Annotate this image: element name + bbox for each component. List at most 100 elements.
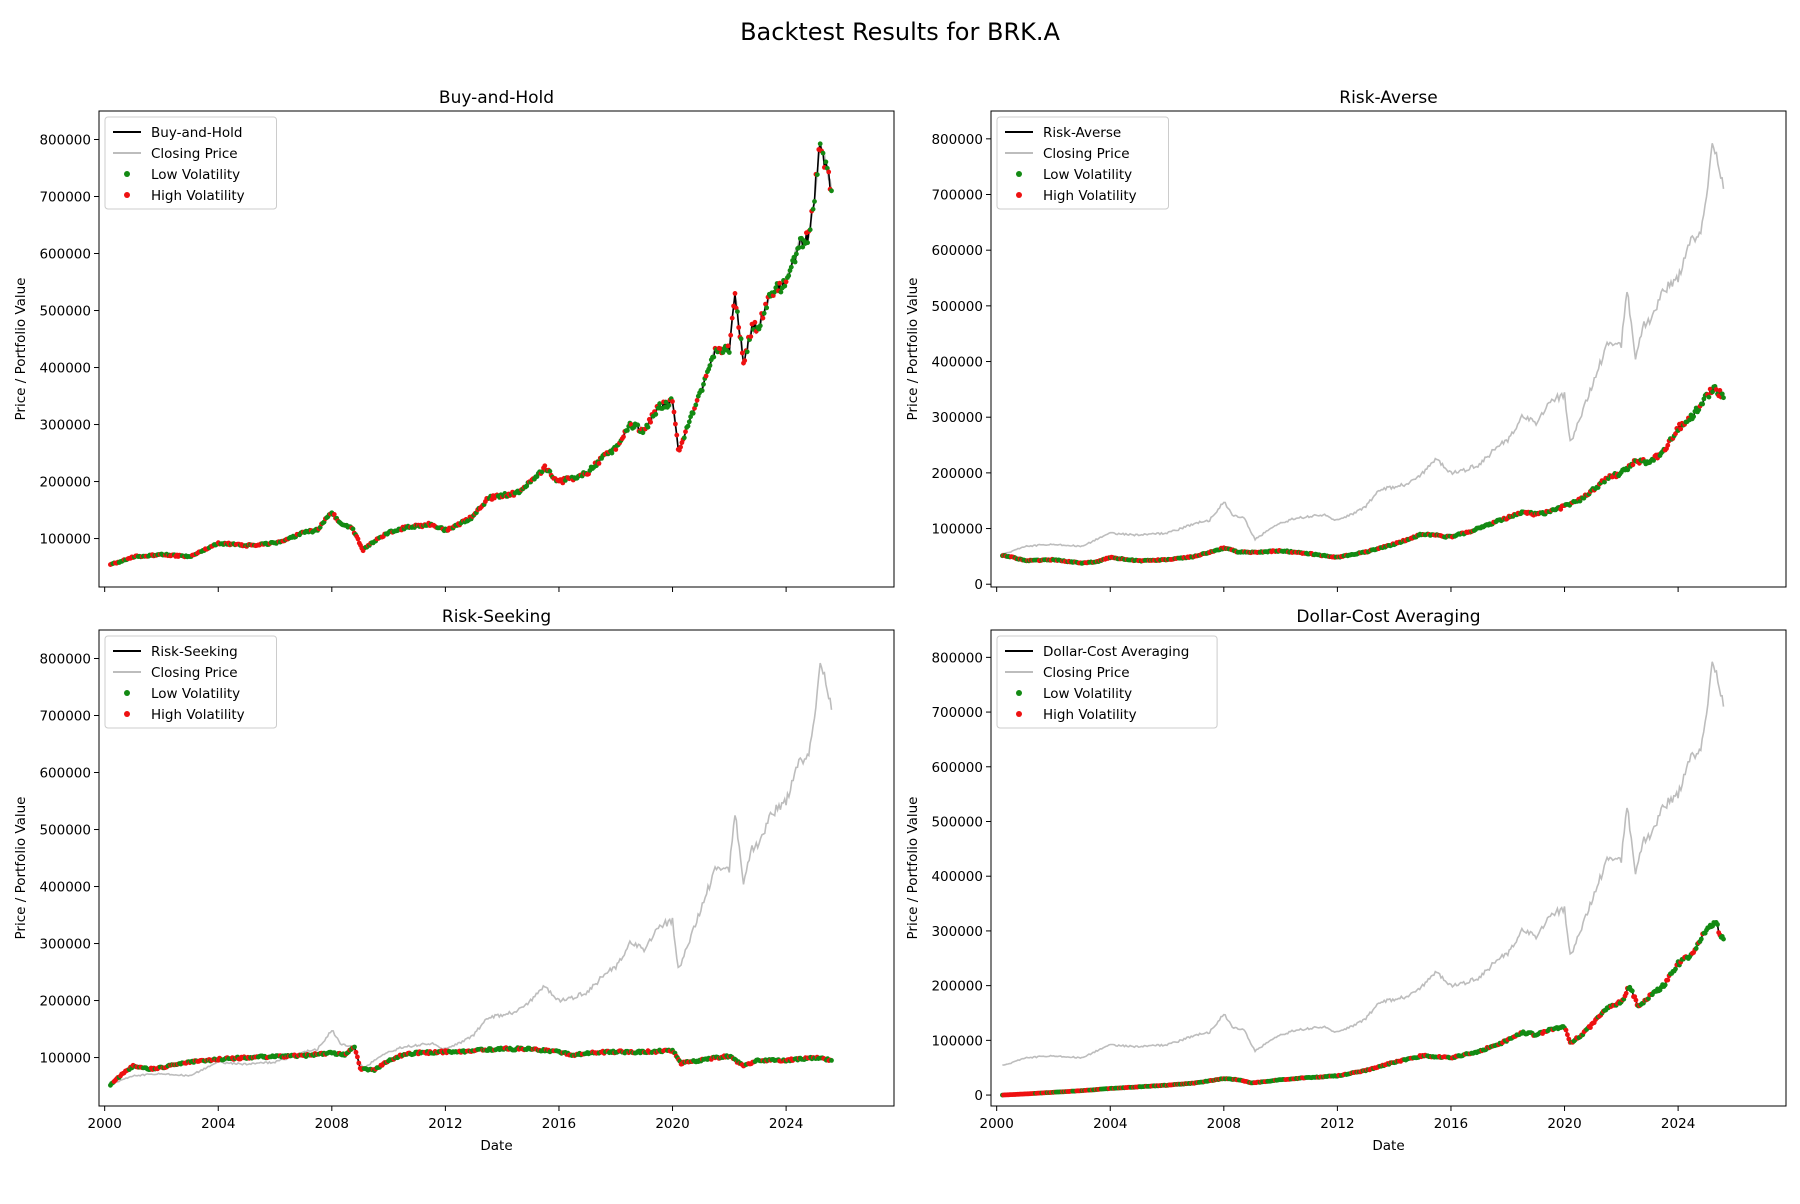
marker-low-volatility xyxy=(778,289,784,295)
marker-low-volatility xyxy=(810,206,816,212)
marker-high-volatility xyxy=(783,279,789,285)
marker-high-volatility xyxy=(763,301,768,307)
marker-low-volatility xyxy=(1700,401,1705,407)
y-axis-label: Price / Portfolio Value xyxy=(13,797,29,940)
marker-low-volatility xyxy=(1721,395,1726,401)
legend-label: Closing Price xyxy=(151,146,238,162)
x-tick-label: 2004 xyxy=(1093,1116,1127,1132)
y-tick-label: 100000 xyxy=(931,1033,983,1049)
marker-low-volatility xyxy=(817,141,823,147)
marker-high-volatility xyxy=(678,444,683,450)
y-tick-label: 400000 xyxy=(39,361,91,377)
legend-label: High Volatility xyxy=(1043,188,1137,204)
y-tick-label: 700000 xyxy=(931,705,983,721)
marker-low-volatility xyxy=(539,469,545,475)
legend-label: Closing Price xyxy=(1043,665,1130,681)
y-tick-label: 200000 xyxy=(931,979,983,995)
marker-high-volatility xyxy=(670,399,675,404)
y-tick-label: 200000 xyxy=(931,466,983,482)
marker-low-volatility xyxy=(772,289,777,295)
marker-low-volatility xyxy=(812,199,817,204)
plot-area xyxy=(1000,661,1726,1098)
x-axis-label: Date xyxy=(480,1138,512,1154)
marker-low-volatility xyxy=(1651,458,1656,463)
marker-low-volatility xyxy=(807,227,813,233)
marker-high-volatility xyxy=(739,350,745,356)
marker-low-volatility xyxy=(1625,467,1631,473)
marker-low-volatility xyxy=(547,468,553,474)
marker-high-volatility xyxy=(752,319,758,325)
marker-high-volatility xyxy=(1665,442,1671,448)
figure-title: Backtest Results for BRK.A xyxy=(740,18,1060,46)
marker-low-volatility xyxy=(726,350,732,355)
legend: Risk-Seeking Closing Price Low Volatility H… xyxy=(104,635,277,729)
y-tick-label: 100000 xyxy=(39,532,91,548)
marker-low-volatility xyxy=(685,423,691,429)
y-tick-label: 200000 xyxy=(39,475,91,491)
marker-low-volatility xyxy=(1673,966,1678,972)
marker-high-volatility xyxy=(673,421,678,427)
y-tick-label: 500000 xyxy=(931,299,983,315)
y-tick-label: 700000 xyxy=(931,188,983,204)
x-tick-label: 2012 xyxy=(428,1116,462,1132)
x-tick-label: 2020 xyxy=(655,1116,689,1132)
marker-low-volatility xyxy=(693,402,699,408)
marker-low-volatility xyxy=(625,428,630,433)
marker-high-volatility xyxy=(542,463,548,469)
y-axis-label: Price / Portfolio Value xyxy=(13,278,29,421)
legend-marker-low-volatility xyxy=(124,171,130,177)
marker-high-volatility xyxy=(717,346,723,351)
subplot-2: Risk-Averse 0 100000 200000 300000 400000 5000… xyxy=(905,88,1787,593)
marker-high-volatility xyxy=(1633,997,1639,1003)
x-axis-label: Date xyxy=(1372,1138,1404,1154)
marker-low-volatility xyxy=(782,283,788,289)
marker-low-volatility xyxy=(1721,936,1726,942)
legend-label: Low Volatility xyxy=(1043,686,1132,702)
marker-low-volatility xyxy=(1715,922,1720,927)
marker-high-volatility xyxy=(732,291,738,296)
marker-high-volatility xyxy=(353,1049,359,1055)
legend-label: High Volatility xyxy=(151,188,245,204)
legend-marker-high-volatility xyxy=(124,192,130,198)
marker-low-volatility xyxy=(1698,936,1704,942)
marker-high-volatility xyxy=(355,1054,360,1060)
marker-low-volatility xyxy=(350,526,356,532)
y-tick-label: 400000 xyxy=(931,869,983,885)
marker-low-volatility xyxy=(706,366,712,372)
marker-low-volatility xyxy=(1602,479,1607,485)
plot-area xyxy=(108,141,834,567)
y-tick-label: 300000 xyxy=(39,937,91,953)
marker-high-volatility xyxy=(729,315,735,321)
legend-label: Low Volatility xyxy=(151,167,240,183)
legend-box xyxy=(996,635,1218,729)
marker-low-volatility xyxy=(761,310,767,316)
y-tick-label: 300000 xyxy=(931,924,983,940)
y-tick-label: 400000 xyxy=(39,880,91,896)
marker-high-volatility xyxy=(1665,977,1671,983)
marker-low-volatility xyxy=(829,1058,834,1063)
marker-high-volatility xyxy=(1563,1027,1569,1033)
x-tick-label: 2020 xyxy=(1547,1116,1581,1132)
legend-label: Low Volatility xyxy=(1043,167,1132,183)
marker-high-volatility xyxy=(742,358,748,363)
marker-low-volatility xyxy=(744,349,750,355)
subplot-4: Dollar-Cost Averaging 0 100000 200000 300000… xyxy=(905,607,1787,1154)
marker-high-volatility xyxy=(596,461,602,466)
marker-low-volatility xyxy=(820,150,826,156)
y-tick-label: 600000 xyxy=(931,760,983,776)
legend-box xyxy=(104,635,277,729)
series-line-closing-price xyxy=(1002,143,1725,555)
marker-low-volatility xyxy=(791,254,797,260)
legend-label: Closing Price xyxy=(1043,146,1130,162)
marker-low-volatility xyxy=(681,435,687,441)
legend-label: Dollar-Cost Averaging xyxy=(1043,644,1189,660)
marker-low-volatility xyxy=(788,264,794,270)
marker-high-volatility xyxy=(826,169,832,175)
axes-frame xyxy=(98,629,895,1107)
marker-low-volatility xyxy=(805,240,810,246)
marker-low-volatility xyxy=(823,159,829,165)
marker-low-volatility xyxy=(786,273,792,279)
marker-high-volatility xyxy=(694,397,700,403)
x-tick-label: 2008 xyxy=(315,1116,349,1132)
marker-low-volatility xyxy=(1710,389,1715,395)
